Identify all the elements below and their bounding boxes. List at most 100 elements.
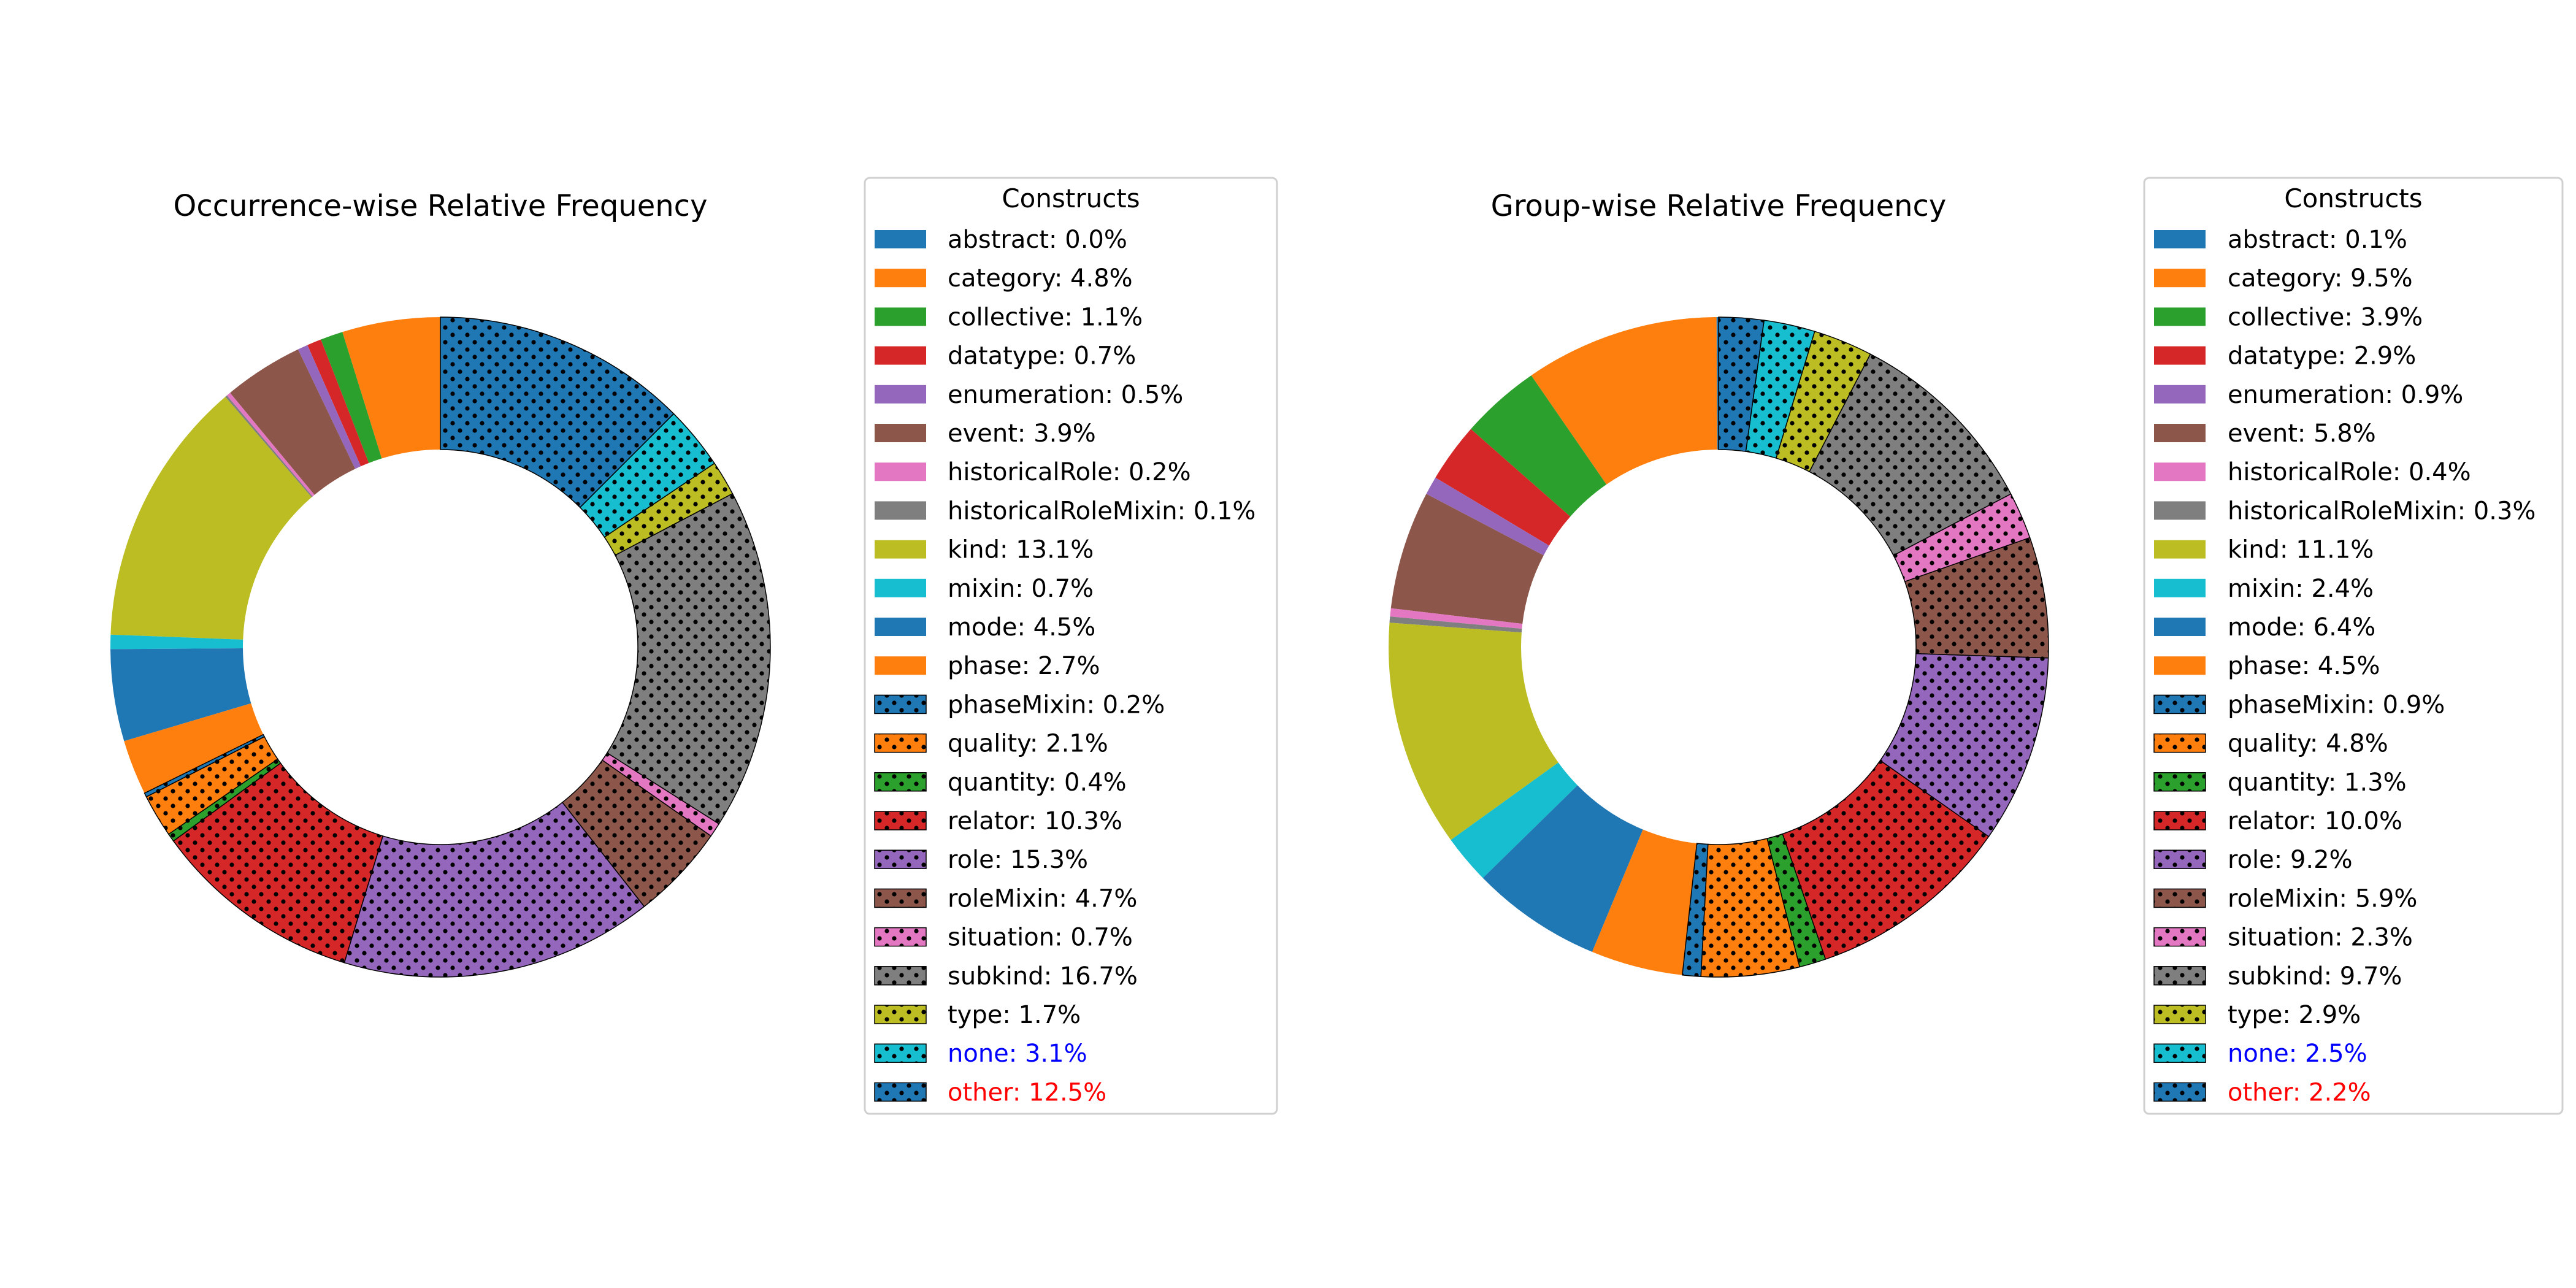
slice-hatch [1776, 331, 1871, 472]
legend-item-category: category: 4.8% [875, 264, 1133, 293]
legend-label: none: 2.5% [2228, 1040, 2367, 1068]
slice-hatch [1782, 760, 1989, 959]
slice-hatch [1746, 320, 1815, 458]
legend-item-datatype: datatype: 0.7% [875, 342, 1136, 370]
legend-label: role: 9.2% [2228, 846, 2353, 874]
legend-item-role: role: 9.2% [2153, 846, 2353, 874]
legend-item-type: type: 1.7% [874, 1001, 1081, 1029]
legend-item-quality: quality: 4.8% [2153, 730, 2388, 758]
legend-swatch [2154, 230, 2206, 248]
legend-label: relator: 10.0% [2228, 807, 2402, 835]
legend-label: roleMixin: 4.7% [948, 884, 1137, 913]
slice-mode [110, 648, 251, 742]
legend-item-none: none: 3.1% [874, 1040, 1087, 1068]
legend-swatch-hatch [875, 695, 926, 714]
legend-item-roleMixin: roleMixin: 5.9% [2153, 884, 2417, 913]
chart-title: Group-wise Relative Frequency [1491, 189, 1947, 223]
slice-hatch [580, 413, 715, 537]
slice-historicalRole [226, 393, 315, 497]
slice-fill [297, 345, 361, 469]
donut-slices [1389, 316, 2049, 978]
legend-swatch-hatch [875, 734, 926, 753]
legend-swatch [875, 656, 926, 675]
legend-label: quantity: 1.3% [2228, 769, 2407, 797]
legend-label: phaseMixin: 0.2% [948, 691, 1165, 719]
slice-fill [321, 332, 382, 463]
legend-label: enumeration: 0.9% [2228, 381, 2463, 409]
slice-collective [1471, 375, 1607, 517]
legend-swatch-hatch [875, 1044, 926, 1063]
chart-title: Occurrence-wise Relative Frequency [174, 189, 708, 223]
slice-hatch [1880, 653, 2049, 837]
legend-swatch-hatch [875, 850, 926, 869]
legend-swatch [2154, 385, 2206, 404]
legend-swatch-hatch [2154, 966, 2206, 985]
legend-label: mixin: 0.7% [948, 575, 1094, 603]
slice-hatch [607, 493, 770, 824]
legend-item-event: event: 5.8% [2154, 420, 2376, 448]
legend-item-phase: phase: 2.7% [875, 652, 1100, 680]
legend-item-historicalRoleMixin: historicalRoleMixin: 0.3% [2154, 497, 2536, 525]
legend-label: enumeration: 0.5% [948, 381, 1183, 409]
slice-mixin [110, 634, 243, 650]
legend-label: phase: 2.7% [948, 652, 1100, 680]
legend-item-relator: relator: 10.3% [874, 807, 1122, 835]
legend-swatch-hatch [875, 1083, 926, 1102]
legend-label: phase: 4.5% [2228, 652, 2380, 680]
legend-swatch-hatch [875, 966, 926, 985]
slice-hatch [144, 734, 265, 797]
donut-slices [110, 316, 771, 978]
slice-phase [124, 703, 264, 794]
slice-hatch [1719, 317, 1765, 452]
legend-item-situation: situation: 0.7% [874, 924, 1133, 952]
legend-swatch-hatch [2154, 1083, 2206, 1102]
slice-fill [1426, 477, 1549, 556]
slice-subkind [606, 493, 771, 825]
slice-fill [226, 393, 315, 497]
legend-swatch [2154, 656, 2206, 675]
slice-fill [110, 634, 243, 650]
slice-event [1390, 494, 1544, 624]
legend-item-type: type: 2.9% [2153, 1001, 2361, 1029]
legend-label: kind: 11.1% [2228, 536, 2374, 564]
legend-label: collective: 3.9% [2228, 303, 2423, 331]
legend-item-role: role: 15.3% [874, 846, 1088, 874]
legend-label: other: 2.2% [2228, 1078, 2371, 1106]
legend-item-collective: collective: 1.1% [875, 303, 1143, 331]
legend-items: abstract: 0.0% category: 4.8% collective: … [874, 226, 1255, 1106]
legend-box [864, 177, 1278, 1115]
legend-swatch-hatch [875, 811, 926, 830]
slice-collective [321, 332, 382, 463]
legend-swatch [875, 618, 926, 636]
slice-fill [1471, 375, 1607, 517]
slice-fill [1716, 317, 1719, 450]
legend-swatch [2154, 618, 2206, 636]
slice-category [342, 317, 440, 459]
legend-swatch [2154, 424, 2206, 442]
legend-label: event: 5.8% [2228, 420, 2376, 448]
legend-item-quantity: quantity: 0.4% [874, 769, 1127, 797]
slice-fill [110, 397, 312, 640]
legend-label: quality: 4.8% [2228, 730, 2388, 758]
slice-historicalRole [1390, 608, 1523, 629]
slice-event [230, 349, 356, 495]
slice-hatch [602, 753, 719, 836]
legend-item-subkind: subkind: 16.7% [874, 962, 1138, 991]
slice-hatch [1767, 834, 1826, 967]
legend-swatch [875, 501, 926, 520]
legend-box [2143, 177, 2564, 1115]
legend-item-phaseMixin: phaseMixin: 0.9% [2153, 691, 2445, 719]
legend-swatch-hatch [875, 772, 926, 791]
legend-swatch [2154, 269, 2206, 288]
legend-label: category: 4.8% [948, 264, 1133, 293]
group-donut-panel: Group-wise Relative Frequency Constructs… [1389, 177, 2564, 1115]
legend-item-mixin: mixin: 2.4% [2154, 575, 2374, 603]
slice-historicalRoleMixin [1389, 616, 1522, 633]
legend-item-category: category: 9.5% [2154, 264, 2413, 293]
legend-item-kind: kind: 13.1% [875, 536, 1094, 564]
legend-label: subkind: 9.7% [2228, 962, 2402, 991]
legend-items: abstract: 0.1% category: 9.5% collective: … [2153, 226, 2536, 1106]
legend-label: other: 12.5% [948, 1078, 1106, 1106]
legend-item-enumeration: enumeration: 0.5% [875, 381, 1183, 409]
slice-fill [1451, 762, 1577, 878]
